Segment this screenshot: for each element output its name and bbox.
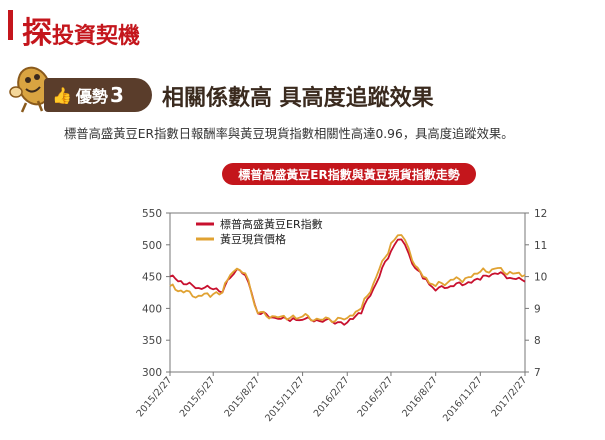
- x-tick-label-3: 2015/11/27: [263, 375, 307, 424]
- right-tick-label-4: 11: [534, 240, 547, 252]
- right-tick-label-1: 8: [534, 335, 541, 347]
- x-tick-label-4: 2016/2/27: [312, 375, 352, 419]
- left-tick-label-0: 300: [142, 367, 162, 379]
- header-accent-bar: [8, 10, 13, 40]
- x-tick-label-2: 2015/8/27: [222, 375, 262, 419]
- x-tick-label-6: 2016/8/27: [400, 375, 440, 419]
- right-tick-label-0: 7: [534, 367, 541, 379]
- advantage-label: 優勢: [75, 87, 108, 106]
- left-tick-label-2: 400: [142, 303, 162, 315]
- x-tick-label-5: 2016/5/27: [356, 375, 396, 419]
- x-tick-label-1: 2015/5/27: [178, 375, 218, 419]
- advantage-number: 3: [109, 83, 124, 107]
- thumb-up-icon: 👍: [52, 85, 72, 105]
- left-tick-label-4: 500: [142, 240, 162, 252]
- right-tick-label-3: 10: [534, 272, 547, 284]
- legend-label-0: 標普高盛黃豆ER指數: [220, 217, 323, 231]
- right-tick-label-2: 9: [534, 303, 541, 315]
- right-tick-label-5: 12: [534, 208, 547, 220]
- x-tick-label-8: 2017/2/27: [490, 375, 530, 419]
- advantage-headline: 相關係數高 具高度追蹤效果: [162, 86, 434, 111]
- soybean-mascot-icon: [4, 62, 56, 114]
- left-tick-label-5: 550: [142, 208, 162, 220]
- left-tick-label-1: 350: [142, 335, 162, 347]
- x-tick-label-0: 2015/2/27: [135, 375, 175, 419]
- legend-label-1: 黃豆現貨價格: [220, 232, 286, 246]
- description-text: 標普高盛黃豆ER指數日報酬率與黃豆現貨指數相關性高達0.96，具高度追蹤效果。: [64, 127, 514, 141]
- left-tick-label-3: 450: [142, 272, 162, 284]
- page-title: 探投資契機: [22, 8, 140, 52]
- x-tick-label-7: 2016/11/27: [441, 375, 485, 424]
- series-line-1: [169, 234, 526, 323]
- advantage-badge: 👍 優勢 3: [44, 78, 152, 112]
- page-title-first: 探: [22, 16, 52, 51]
- page-title-rest: 投資契機: [52, 24, 141, 49]
- series-line-0: [169, 238, 526, 326]
- chart-title: 標普高盛黃豆ER指數與黃豆現貨指數走勢: [222, 163, 476, 185]
